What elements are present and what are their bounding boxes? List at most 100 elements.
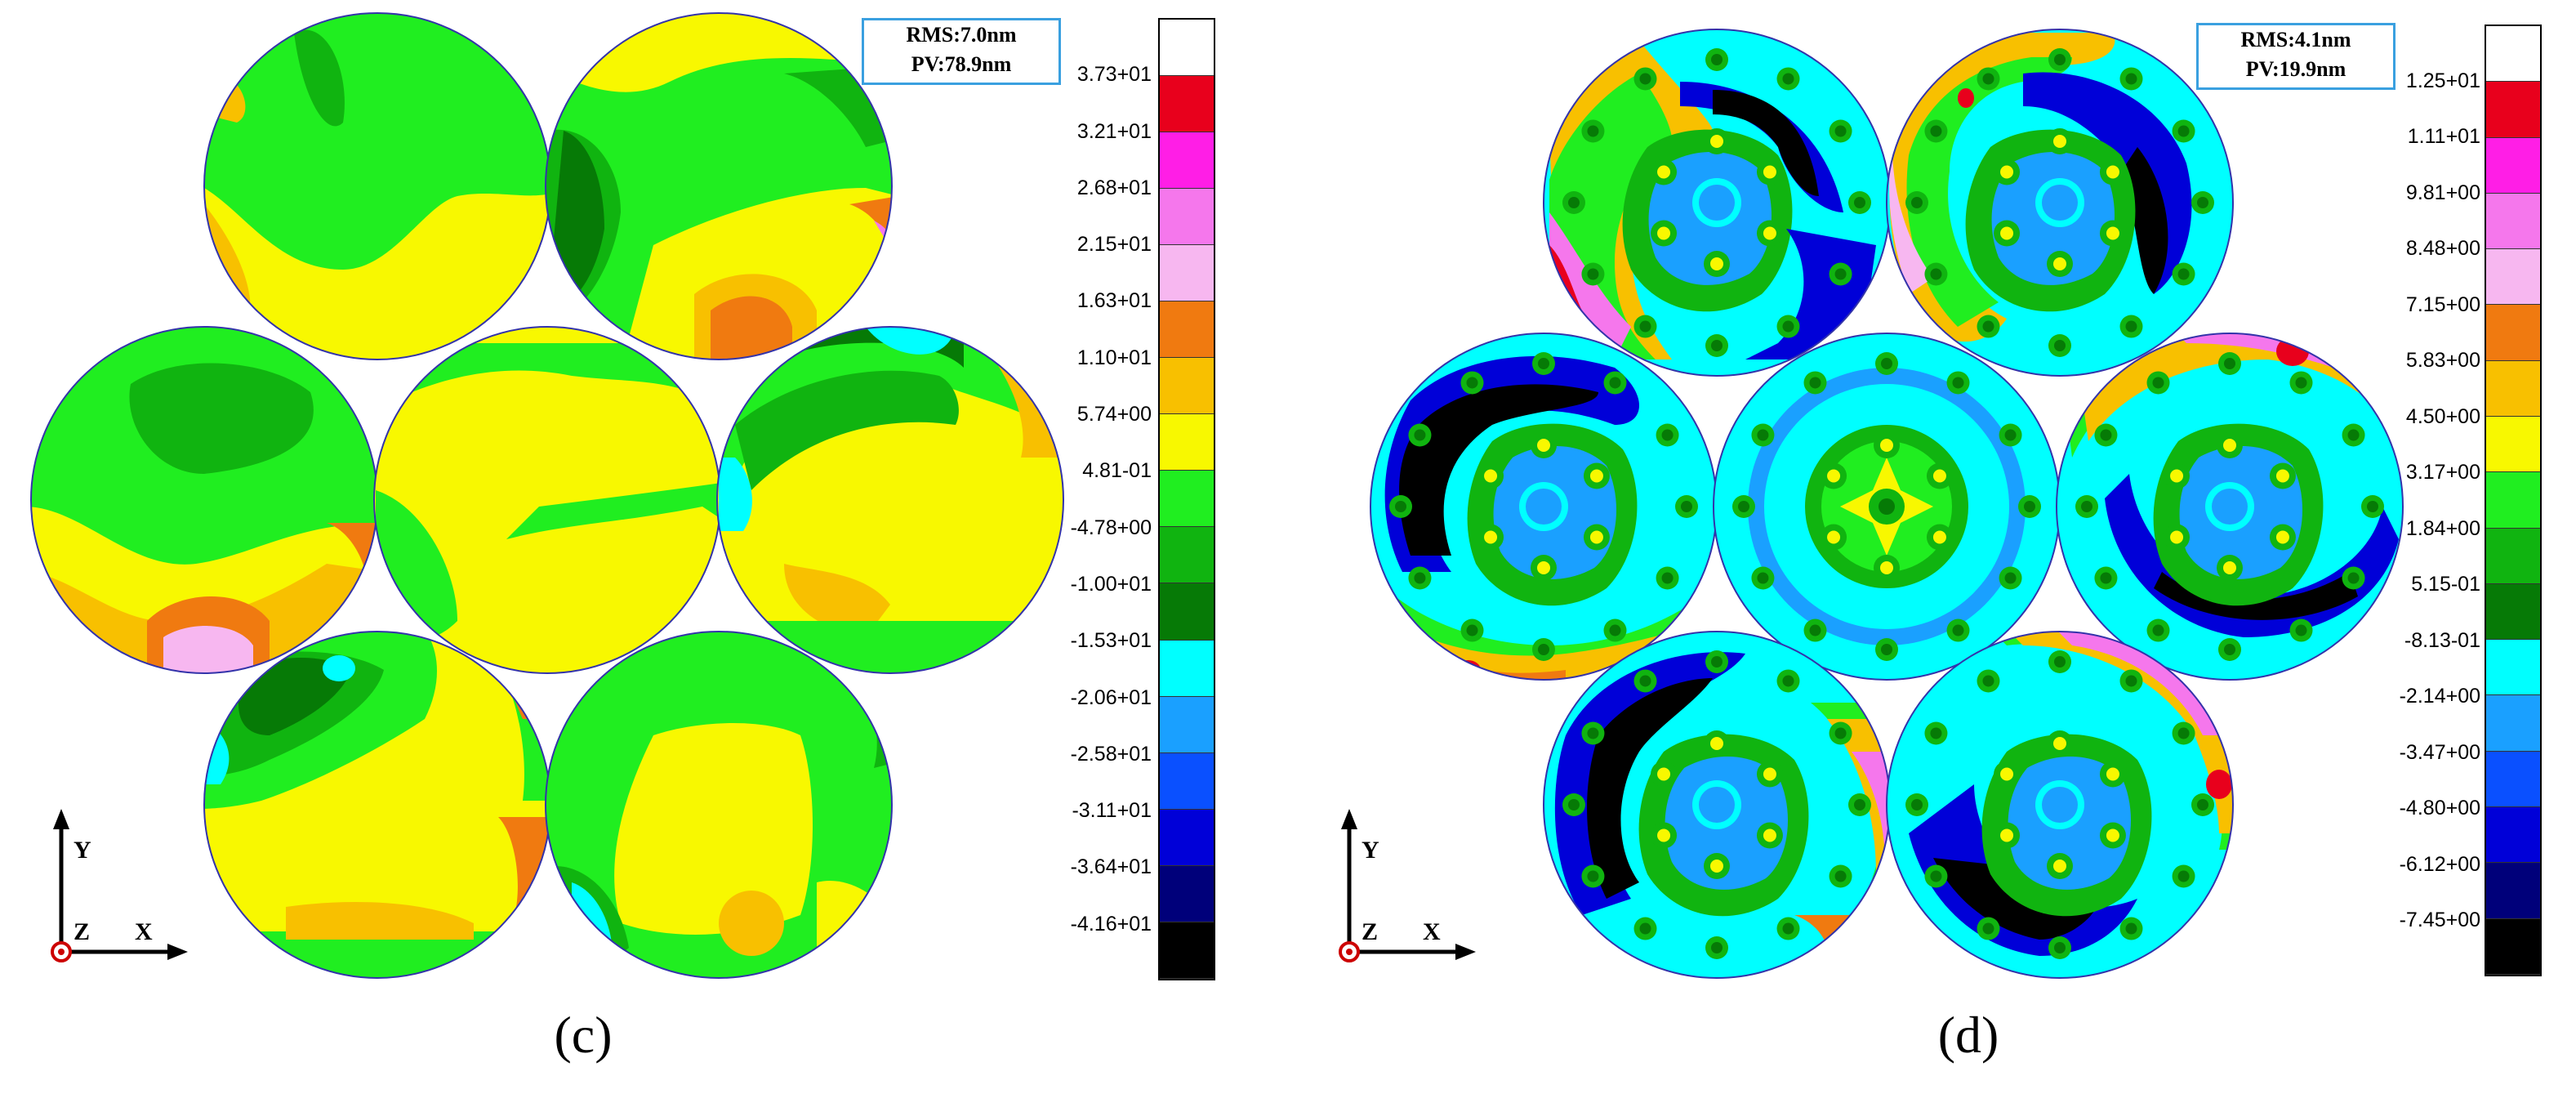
colorbar-band [1160,358,1214,415]
colorbar-band [2486,472,2540,529]
y-axis-label: Y [74,837,91,864]
panel-caption-c: (c) [554,1006,613,1064]
mirror-segment-c6 [204,632,550,978]
colorbar-labels-d: 1.25+01 1.11+01 9.81+00 8.48+00 7.15+00 5.83+… [2342,25,2480,976]
colorbar-band [1160,20,1214,77]
panel-d: Y Z X RMS:4.1nm PV:19.9nm 1.25+01 1.11+01… [1288,0,2576,1094]
colorbar-tick-label: -2.14+00 [2399,685,2480,708]
colorbar-tick-label: 4.81-01 [1082,459,1152,483]
colorbar-tick-label: -4.78+00 [1070,516,1152,539]
colorbar-band [1160,696,1214,753]
coordinate-axes-d: Y Z X [1339,809,1476,962]
colorbar-tick-label: -2.58+01 [1070,742,1152,766]
colorbar-band [2486,416,2540,473]
colorbar-band [1160,922,1214,979]
colorbar-band [2486,583,2540,641]
rms-value: RMS:4.1nm [2240,28,2351,51]
colorbar-tick-label: 3.73+01 [1076,63,1152,87]
y-axis-arrow-icon [1341,809,1357,829]
colorbar-tick-label: -3.64+01 [1070,855,1152,879]
colorbar-tick-label: -3.47+00 [2399,740,2480,764]
y-axis-label: Y [1362,837,1379,864]
colorbar-tick-label: -1.00+01 [1070,572,1152,596]
colorbar-band [2486,640,2540,696]
colorbar-tick-label: 2.15+01 [1076,233,1152,257]
colorbar-band [1160,527,1214,584]
colorbar-d [2485,25,2542,976]
dot-pattern-d [1389,48,2384,959]
colorbar-band [2486,806,2540,864]
colorbar-tick-label: 5.83+00 [2405,349,2480,373]
colorbar-tick-label: 3.21+01 [1076,119,1152,143]
colorbar-tick-label: 8.48+00 [2405,237,2480,261]
pv-value: PV:78.9nm [911,52,1012,76]
colorbar-band [1160,471,1214,528]
colorbar-tick-label: 1.84+00 [2405,516,2480,540]
colorbar-tick-label: -2.06+01 [1070,685,1152,709]
stats-box-d: RMS:4.1nm PV:19.9nm [2196,23,2396,90]
panel-c: Y Z X RMS:7.0nm PV:78.9nm 3.73+01 3.21+01… [30,12,1215,1064]
colorbar-band [2486,918,2540,975]
colorbar-band [1160,583,1214,641]
mirror-segment-c2 [546,13,892,359]
colorbar-tick-label: 5.15-01 [2411,573,2480,596]
coordinate-axes-c: Y Z X [51,809,188,962]
colorbar-tick-label: -6.12+00 [2399,852,2480,876]
colorbar-band [1160,865,1214,922]
colorbar-band [2486,26,2540,83]
colorbar-band [2486,528,2540,584]
colorbar-labels-c: 3.73+01 3.21+01 2.68+01 2.15+01 1.63+01 1.10+… [1013,18,1152,980]
y-axis-arrow-icon [53,809,69,829]
colorbar-band [2486,695,2540,752]
colorbar-tick-label: -4.16+01 [1070,912,1152,935]
x-axis-label: X [1423,918,1441,945]
colorbar-band [2486,863,2540,919]
colorbar-tick-label: -7.45+00 [2399,909,2480,932]
colorbar-tick-label: 4.50+00 [2405,404,2480,428]
z-axis-label: Z [1362,918,1378,945]
colorbar-tick-label: 5.74+00 [1076,403,1152,426]
x-axis-arrow-icon [1455,944,1476,960]
colorbar-band [2486,360,2540,417]
colorbar-band [1160,189,1214,246]
mirror-segment-c3 [31,327,377,673]
colorbar-band [1160,752,1214,810]
colorbar-tick-label: 7.15+00 [2405,292,2480,316]
colorbar-tick-label: -3.11+01 [1072,799,1152,823]
mirror-array-c: Y Z X [30,12,1064,979]
colorbar-c [1158,18,1215,980]
colorbar-band [2486,305,2540,361]
colorbar-tick-label: 1.25+01 [2405,69,2480,92]
x-axis-label: X [135,918,153,945]
mirror-segment-c1 [204,13,550,359]
colorbar-tick-label: 9.81+00 [2405,181,2480,204]
panel-caption-d: (d) [1937,1006,1999,1064]
colorbar-band [1160,809,1214,866]
pv-value: PV:19.9nm [2245,57,2346,81]
colorbar-band [2486,193,2540,250]
colorbar-tick-label: -1.53+01 [1070,629,1152,653]
mirror-segment-d4 [1714,333,2060,680]
colorbar-band [2486,137,2540,194]
colorbar-band [2486,82,2540,138]
colorbar-band [1160,245,1214,302]
colorbar-band [1160,640,1214,697]
colorbar-band [1160,301,1214,359]
colorbar-band [1160,414,1214,471]
mirror-array-d: Y Z X [1339,29,2404,979]
colorbar-tick-label: 3.17+00 [2405,461,2480,484]
stats-box-c: RMS:7.0nm PV:78.9nm [862,18,1061,85]
z-axis-label: Z [74,918,90,945]
colorbar-band [2486,249,2540,306]
rms-value: RMS:7.0nm [906,23,1017,47]
colorbar-tick-label: 1.63+01 [1076,289,1152,313]
mirror-segment-d2 [1887,29,2233,376]
colorbar-band [1160,76,1214,133]
colorbar-tick-label: 1.10+01 [1076,346,1152,369]
colorbar-tick-label: -8.13-01 [2404,628,2480,652]
colorbar-band [2486,751,2540,807]
colorbar-tick-label: 1.11+01 [2407,125,2480,149]
colorbar-tick-label: 2.68+01 [1076,176,1152,199]
colorbar-band [1160,132,1214,190]
colorbar-tick-label: -4.80+00 [2399,797,2480,820]
